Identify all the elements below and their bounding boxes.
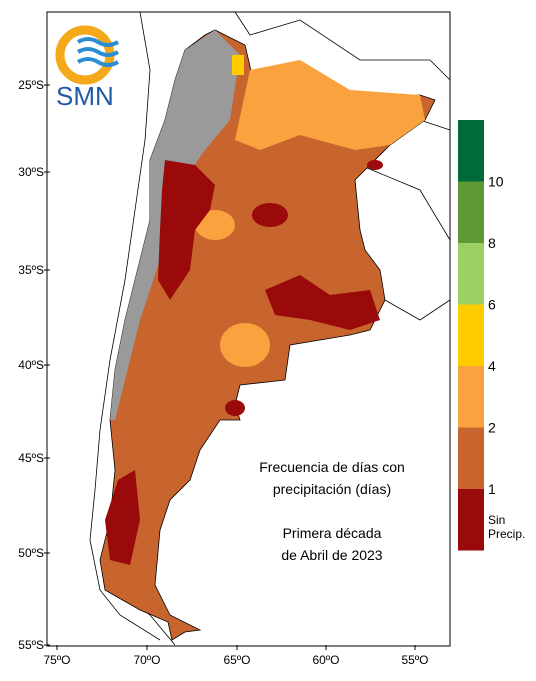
legend-swatch	[458, 366, 484, 428]
longitude-label: 60ºO	[312, 653, 339, 667]
longitude-label: 65ºO	[223, 653, 250, 667]
latitude-label: 30ºS	[18, 165, 44, 179]
legend-label: Precip.	[488, 527, 525, 541]
legend-swatch	[458, 489, 484, 551]
latitude-label: 25ºS	[18, 78, 44, 92]
latitude-label: 50ºS	[18, 546, 44, 560]
annotation-line: Frecuencia de días con	[259, 459, 405, 475]
latitude-label: 35ºS	[18, 263, 44, 277]
annotation-line: de Abril de 2023	[281, 547, 382, 563]
latitude-label: 40ºS	[18, 358, 44, 372]
legend-label: 1	[488, 481, 496, 497]
logo-text: SMN	[56, 81, 114, 111]
legend-label: 6	[488, 297, 496, 313]
legend-label: Sin	[488, 513, 505, 527]
legend-swatch	[458, 120, 484, 182]
legend-label: 2	[488, 420, 496, 436]
map-figure: SMN Frecuencia de días con precipitación …	[0, 0, 536, 676]
legend-label: 10	[488, 174, 504, 190]
legend-label: 4	[488, 358, 496, 374]
yellow-spot	[232, 55, 244, 75]
legend-swatch	[458, 305, 484, 367]
legend-label: 8	[488, 235, 496, 251]
longitude-label: 70ºO	[133, 653, 160, 667]
longitude-label: 75ºO	[43, 653, 70, 667]
annotation-line: Primera década	[283, 525, 382, 541]
latitude-label: 55ºS	[18, 638, 44, 652]
legend-swatch	[458, 428, 484, 490]
longitude-label: 55ºO	[401, 653, 428, 667]
latitude-label: 45ºS	[18, 451, 44, 465]
annotation-line: precipitación (días)	[273, 481, 391, 497]
legend-swatch	[458, 182, 484, 244]
legend-swatch	[458, 243, 484, 305]
